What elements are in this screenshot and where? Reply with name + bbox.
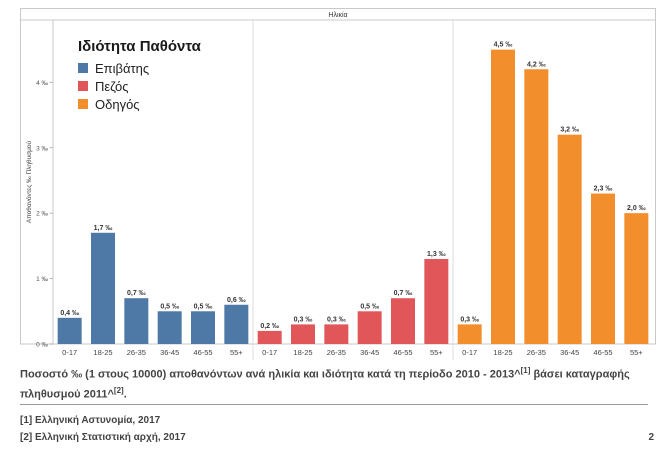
divider: [20, 404, 648, 405]
bar-value-label: 1,7 ‰: [94, 225, 113, 232]
bar: [524, 69, 549, 344]
bar: [324, 324, 349, 344]
x-tick-label: 26-35: [327, 348, 346, 357]
bar-value-label: 0,7 ‰: [127, 290, 146, 297]
caption-ref-1: [1]: [520, 366, 531, 375]
bar: [91, 232, 115, 344]
reference-1: [1] Ελληνική Αστυνομία, 2017: [20, 415, 161, 426]
legend-swatch-passenger: [78, 63, 88, 73]
bar-value-label: 0,3 ‰: [327, 316, 346, 323]
bar-value-label: 0,3 ‰: [294, 316, 313, 323]
bar: [124, 298, 149, 344]
x-tick-label: 36-45: [360, 348, 379, 357]
bar-value-label: 0,5 ‰: [160, 303, 179, 310]
bar: [57, 317, 82, 344]
caption-ref-2: [2]: [113, 385, 124, 395]
bar: [624, 213, 649, 344]
x-tick-label: 36-45: [160, 348, 179, 357]
bar-value-label: 0,5 ‰: [360, 303, 379, 310]
bar-value-label: 0,4 ‰: [60, 310, 79, 317]
x-tick-label: 18-25: [93, 348, 112, 357]
legend: Ιδιότητα Παθόντα Επιβάτης Πεζός Οδηγός: [78, 38, 201, 113]
x-tick-label: 46-55: [393, 348, 412, 357]
legend-label-pedestrian: Πεζός: [95, 78, 129, 94]
bar-value-label: 0,2 ‰: [260, 323, 279, 330]
bar: [557, 134, 582, 344]
caption-text-mid: βάσει καταγραφής πληθυσμού 2011^: [20, 368, 630, 401]
bar: [591, 193, 615, 344]
caption-text-end: .: [123, 388, 127, 401]
bar-value-label: 2,0 ‰: [627, 205, 646, 212]
x-tick-label: 55+: [630, 348, 643, 357]
chart-area: Ηλικία Αποθανόντες ‰ Πληθυσμού 0 ‰ 1 ‰ 2 ‰ 3 …: [20, 8, 656, 364]
x-tick-label: 36-45: [560, 348, 579, 357]
x-tick-label: 0-17: [62, 348, 77, 357]
y-tick-label: 0 ‰: [36, 342, 48, 349]
bar-value-label: 3,2 ‰: [560, 127, 579, 134]
x-tick-label: 55+: [230, 348, 243, 357]
bar-value-label: 0,6 ‰: [227, 297, 246, 304]
legend-item-passenger: Επιβάτης: [78, 59, 201, 77]
bar-value-label: 4,5 ‰: [494, 42, 513, 49]
bar: [257, 330, 282, 344]
y-axis-title: Αποθανόντες ‰ Πληθυσμού: [25, 140, 33, 223]
legend-item-pedestrian: Πεζός: [78, 77, 201, 95]
bar-value-label: 4,2 ‰: [527, 61, 546, 68]
bar-value-label: 0,5 ‰: [194, 303, 213, 310]
x-tick-label: 55+: [430, 348, 443, 357]
y-tick-label: 1 ‰: [36, 276, 48, 283]
legend-title: Ιδιότητα Παθόντα: [78, 38, 201, 55]
x-tick-label: 0-17: [462, 348, 477, 357]
legend-swatch-pedestrian: [78, 81, 88, 91]
bar: [224, 304, 249, 344]
bar: [491, 49, 515, 344]
reference-2: [2] Ελληνική Στατιστική αρχή, 2017: [20, 432, 186, 443]
bar: [424, 258, 449, 344]
legend-swatch-driver: [78, 99, 88, 109]
header-label: Ηλικία: [328, 11, 347, 19]
x-tick-label: 26-35: [127, 348, 146, 357]
x-tick-label: 46-55: [593, 348, 612, 357]
bar: [391, 298, 415, 344]
y-tick-label: 3 ‰: [36, 145, 48, 152]
page-number: 2: [648, 432, 654, 443]
y-tick-label: 4 ‰: [36, 80, 48, 87]
legend-item-driver: Οδηγός: [78, 95, 201, 113]
x-tick-label: 18-25: [293, 348, 312, 357]
y-tick-label: 2 ‰: [36, 211, 48, 218]
caption-text: Ποσοστό ‰ (1 στους 10000) αποθανόντων αν…: [20, 368, 521, 381]
bar: [157, 311, 182, 344]
bar-value-label: 0,7 ‰: [394, 290, 413, 297]
bar: [291, 324, 315, 344]
bar-value-label: 2,3 ‰: [594, 186, 613, 193]
bar: [357, 311, 382, 344]
bar-value-label: 0,3 ‰: [460, 316, 479, 323]
legend-label-driver: Οδηγός: [95, 96, 140, 112]
legend-label-passenger: Επιβάτης: [95, 60, 150, 76]
figure-caption: Ποσοστό ‰ (1 στους 10000) αποθανόντων αν…: [20, 363, 640, 402]
bar-chart: Ηλικία Αποθανόντες ‰ Πληθυσμού 0 ‰ 1 ‰ 2 ‰ 3 …: [20, 8, 656, 360]
x-tick-label: 18-25: [493, 348, 512, 357]
bar: [191, 311, 215, 344]
x-tick-label: 46-55: [193, 348, 212, 357]
bar-value-label: 1,3 ‰: [427, 251, 446, 258]
x-tick-label: 0-17: [262, 348, 277, 357]
x-tick-label: 26-35: [527, 348, 546, 357]
bar: [457, 324, 482, 344]
